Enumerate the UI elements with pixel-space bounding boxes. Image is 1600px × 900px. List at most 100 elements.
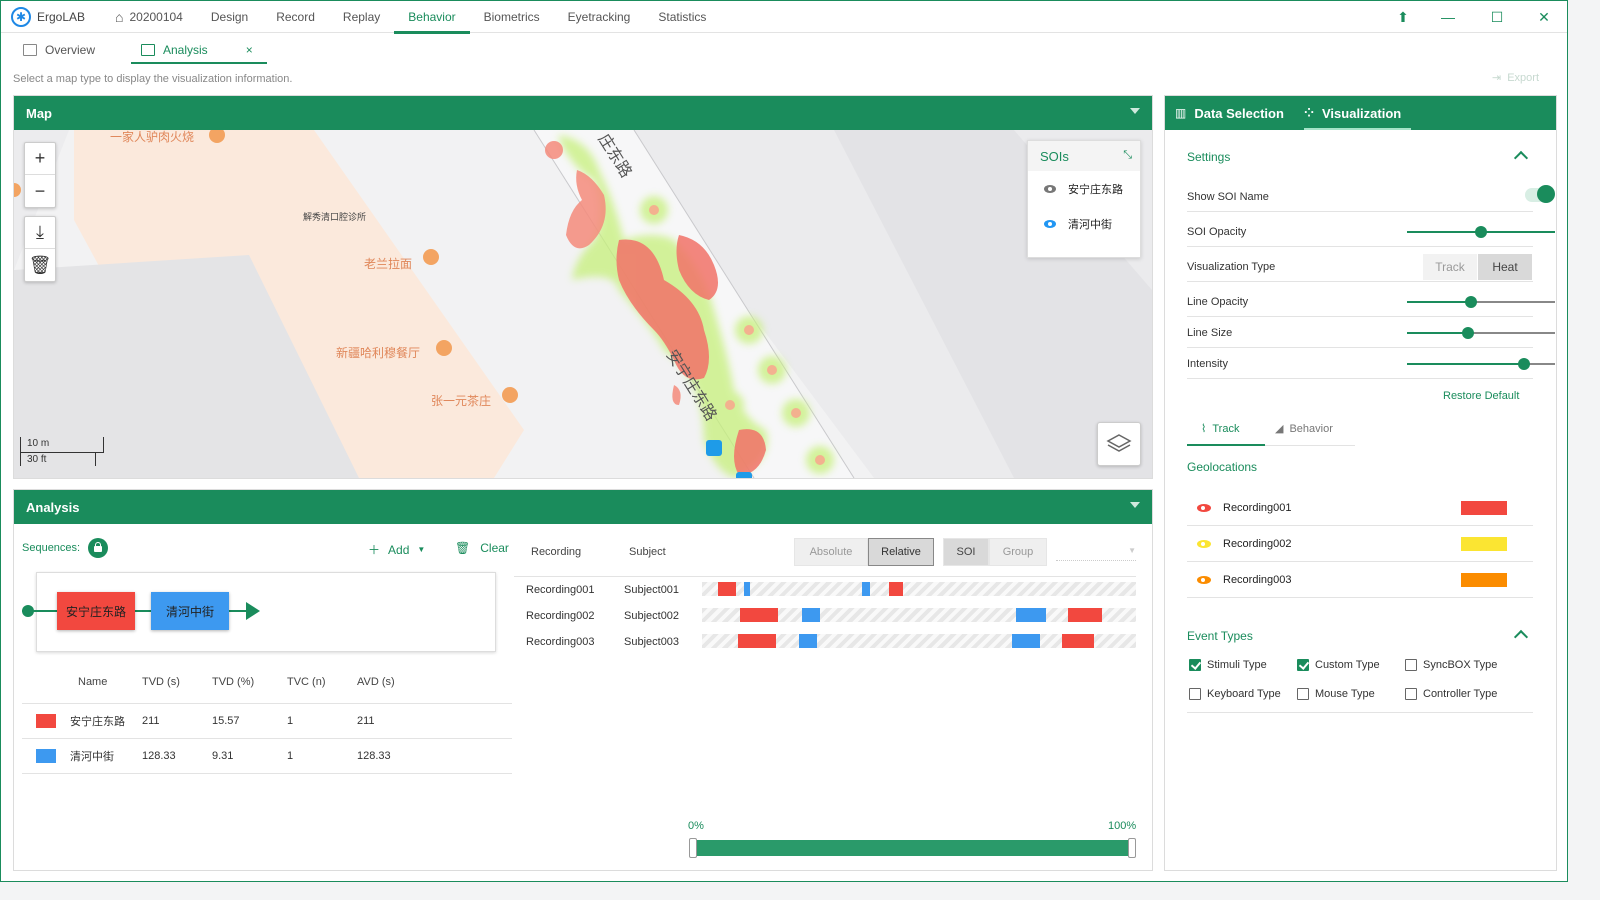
timeline-segment[interactable] — [802, 608, 820, 622]
map-canvas[interactable]: 一家人驴肉火烧 解秀清口腔诊所 老兰拉面 新疆哈利穆餐厅 张一元茶庄 安宁庄东路… — [14, 130, 1152, 478]
tab-analysis[interactable]: Analysis × — [131, 37, 267, 64]
group-button[interactable]: Group — [989, 538, 1047, 566]
relative-button[interactable]: Relative — [868, 538, 934, 566]
eye-icon[interactable] — [1044, 184, 1056, 193]
nav-eyetracking[interactable]: Eyetracking — [567, 9, 631, 24]
slider-knob[interactable] — [1517, 358, 1530, 370]
nav-statistics[interactable]: Statistics — [658, 9, 707, 24]
trash-icon[interactable]: 🗑 — [28, 254, 52, 275]
pin-icon[interactable]: ⬆ — [1397, 8, 1409, 25]
chevron-down-icon[interactable] — [1130, 108, 1140, 114]
close-icon[interactable]: ✕ — [1538, 8, 1550, 25]
tab-data-selection[interactable]: ▥ Data Selection — [1175, 96, 1294, 130]
checkbox-unchecked[interactable] — [1405, 688, 1417, 700]
line-size-slider[interactable] — [1407, 327, 1555, 339]
sequence-node[interactable]: 安宁庄东路 — [57, 592, 135, 630]
add-button[interactable]: ＋ Add ▼ — [368, 541, 425, 558]
timeline-track[interactable] — [702, 608, 1136, 622]
range-start-handle[interactable] — [689, 838, 697, 858]
geolocation-item[interactable]: Recording003 — [1187, 562, 1533, 598]
clear-button[interactable]: 🗑 Clear — [455, 541, 509, 555]
soi-item[interactable]: 安宁庄东路 — [1028, 171, 1140, 206]
range-slider[interactable] — [692, 840, 1134, 856]
maximize-icon[interactable]: ☐ — [1490, 8, 1504, 25]
controller-type-checkbox[interactable]: Controller Type — [1405, 688, 1497, 700]
download-icon[interactable]: ⤓ — [25, 217, 55, 249]
geolocation-item[interactable]: Recording002 — [1187, 526, 1533, 562]
timeline-segment[interactable] — [1012, 634, 1040, 648]
nav-record[interactable]: Record — [276, 9, 315, 24]
range-end-handle[interactable] — [1128, 838, 1136, 858]
line-opacity-slider[interactable] — [1407, 296, 1555, 308]
minimize-icon[interactable]: — — [1441, 9, 1455, 25]
export-button[interactable]: ⇥ Export — [1492, 71, 1539, 85]
zoom-in-button[interactable]: + — [25, 143, 55, 175]
timeline-segment[interactable] — [862, 582, 870, 596]
tab-close-icon[interactable]: × — [245, 43, 253, 57]
tab-behavior[interactable]: ◢ Behavior — [1275, 422, 1333, 436]
analysis-panel-header[interactable]: Analysis — [14, 490, 1152, 524]
checkbox-checked[interactable] — [1189, 659, 1201, 671]
timeline-track[interactable] — [702, 582, 1136, 596]
lock-icon[interactable] — [88, 538, 108, 558]
nav-design[interactable]: Design — [210, 9, 249, 24]
checkbox-unchecked[interactable] — [1405, 659, 1417, 671]
tab-overview[interactable]: Overview — [13, 37, 131, 63]
chevron-up-icon[interactable] — [1513, 629, 1529, 645]
slider-knob[interactable] — [1461, 327, 1474, 339]
chevron-up-icon[interactable] — [1513, 150, 1529, 166]
checkbox-checked[interactable] — [1297, 659, 1309, 671]
timeline-segment[interactable] — [1068, 608, 1102, 622]
checkbox-unchecked[interactable] — [1297, 688, 1309, 700]
slider-knob[interactable] — [1475, 226, 1487, 238]
table-row[interactable]: 清河中街 128.33 9.31 1 128.33 — [22, 739, 512, 774]
geolocation-item[interactable]: Recording001 — [1187, 490, 1533, 526]
custom-type-checkbox[interactable]: Custom Type — [1297, 659, 1380, 671]
color-swatch[interactable] — [1461, 536, 1507, 551]
timeline-segment[interactable] — [718, 582, 736, 596]
timeline-segment[interactable] — [889, 582, 903, 596]
soi-opacity-slider[interactable] — [1407, 226, 1555, 238]
chevron-down-icon[interactable] — [1130, 502, 1140, 508]
mouse-type-checkbox[interactable]: Mouse Type — [1297, 688, 1375, 700]
slider-knob[interactable] — [1464, 296, 1477, 308]
nav-behavior[interactable]: Behavior — [394, 1, 471, 34]
keyboard-type-checkbox[interactable]: Keyboard Type — [1189, 688, 1281, 700]
layers-button[interactable] — [1097, 422, 1141, 466]
restore-default-button[interactable]: Restore Default — [1443, 390, 1520, 402]
map-panel-header[interactable]: Map — [14, 96, 1152, 130]
eye-icon[interactable] — [1197, 503, 1211, 512]
stimuli-type-checkbox[interactable]: Stimuli Type — [1189, 659, 1267, 671]
tab-track[interactable]: ⌇ Track — [1201, 422, 1239, 436]
color-swatch[interactable] — [1461, 500, 1507, 515]
timeline-segment[interactable] — [738, 634, 776, 648]
syncbox-type-checkbox[interactable]: SyncBOX Type — [1405, 659, 1497, 671]
table-row[interactable]: 安宁庄东路 211 15.57 1 211 — [22, 704, 512, 739]
eye-icon[interactable] — [1044, 219, 1056, 228]
collapse-icon[interactable]: ⤡ — [1123, 149, 1132, 161]
timeline-segment[interactable] — [740, 608, 778, 622]
eye-icon[interactable] — [1197, 539, 1211, 548]
zoom-out-button[interactable]: − — [34, 180, 46, 201]
nav-replay[interactable]: Replay — [342, 9, 381, 24]
tab-visualization[interactable]: ⁘ Visualization — [1303, 96, 1412, 130]
track-option[interactable]: Track — [1423, 254, 1477, 280]
timeline-segment[interactable] — [744, 582, 750, 596]
timeline-track[interactable] — [702, 634, 1136, 648]
nav-project[interactable]: ⌂ 20200104 — [101, 1, 197, 33]
filter-dropdown[interactable]: ▼ — [1056, 546, 1136, 561]
timeline-segment[interactable] — [1062, 634, 1094, 648]
soi-item[interactable]: 清河中街 — [1028, 206, 1140, 241]
show-soi-name-toggle[interactable] — [1525, 185, 1555, 203]
checkbox-unchecked[interactable] — [1189, 688, 1201, 700]
sequence-node[interactable]: 清河中街 — [151, 592, 229, 630]
intensity-slider[interactable] — [1407, 358, 1555, 370]
soi-button[interactable]: SOI — [943, 538, 989, 566]
heat-option[interactable]: Heat — [1478, 254, 1532, 280]
color-swatch[interactable] — [1461, 572, 1507, 587]
nav-biometrics[interactable]: Biometrics — [483, 9, 540, 24]
timeline-segment[interactable] — [1016, 608, 1046, 622]
eye-icon[interactable] — [1197, 575, 1211, 584]
timeline-segment[interactable] — [799, 634, 817, 648]
absolute-button[interactable]: Absolute — [794, 538, 868, 566]
